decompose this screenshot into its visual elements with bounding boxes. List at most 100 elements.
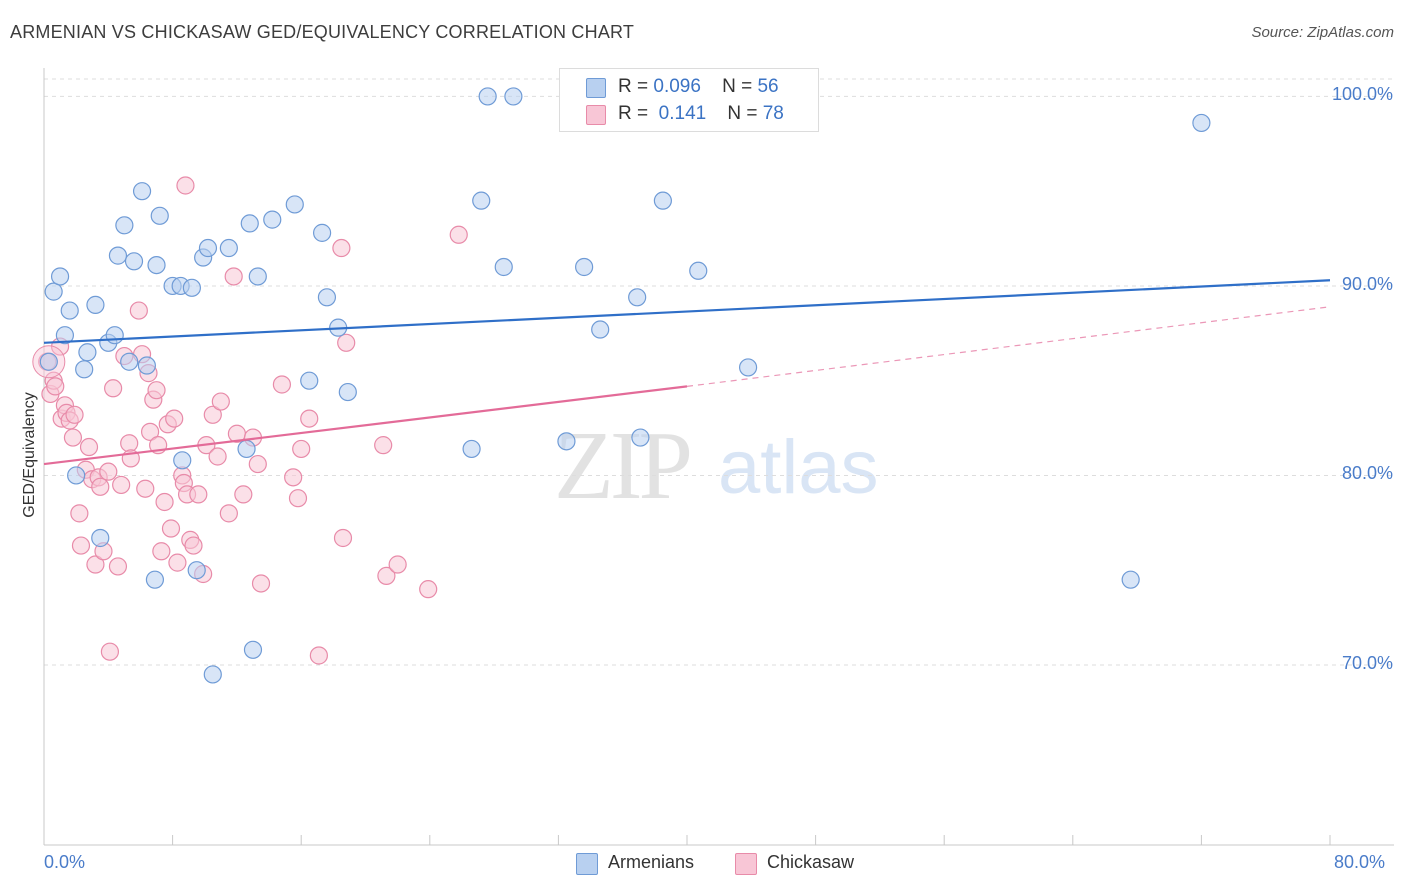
chickasaw-point <box>251 574 271 593</box>
armenian-point <box>145 570 165 589</box>
armenian-point <box>147 255 166 275</box>
y-tick-label: 70.0% <box>1341 652 1393 673</box>
legend-swatch-chickasaw <box>735 853 757 875</box>
n-label: N = <box>727 103 758 124</box>
y-tick-label: 80.0% <box>1341 463 1393 484</box>
chickasaw-point <box>184 536 203 555</box>
chickasaw-point <box>337 333 356 352</box>
chickasaw-point <box>377 566 396 585</box>
armenian-point <box>628 288 647 307</box>
armenian-point <box>248 267 267 286</box>
chickasaw-point <box>284 468 303 487</box>
armenian-point <box>105 326 124 345</box>
chickasaw-point <box>388 555 407 574</box>
chickasaw-trend-extension <box>686 306 1331 387</box>
armenian-point <box>237 439 256 459</box>
armenians-trend-line <box>43 279 1331 344</box>
armenian-point <box>150 206 169 225</box>
armenian-point <box>472 191 491 210</box>
chickasaw-point <box>91 477 110 496</box>
y-tick-label: 100.0% <box>1331 84 1393 105</box>
armenian-point <box>317 288 337 307</box>
chickasaw-point <box>147 381 166 400</box>
chickasaw-point <box>224 267 243 286</box>
armenian-point <box>263 210 282 229</box>
chickasaw-point <box>211 392 230 411</box>
armenian-point <box>219 238 238 258</box>
armenian-points <box>39 87 1211 684</box>
chickasaw-point <box>100 642 120 661</box>
chickasaw-point <box>112 475 131 495</box>
watermark-zip: ZIP <box>554 412 693 520</box>
armenian-point <box>1121 570 1140 589</box>
chickasaw-point <box>79 437 99 457</box>
armenian-point <box>300 371 319 390</box>
stats-box: R = 0.096 N = 56 R = 0.141 N = 78 <box>559 68 819 132</box>
chickasaw-point <box>176 176 195 195</box>
armenian-point <box>203 665 222 684</box>
armenian-point <box>557 432 576 451</box>
armenian-point <box>243 640 263 659</box>
armenian-point <box>115 216 134 235</box>
chickasaw-point <box>104 379 123 398</box>
chickasaw-point <box>300 409 319 428</box>
armenian-point <box>187 561 206 580</box>
armenian-point <box>67 466 86 485</box>
chickasaw-point <box>155 492 174 512</box>
armenian-point <box>120 352 139 371</box>
armenian-point <box>137 356 156 375</box>
chickasaw-point <box>309 646 328 665</box>
trend-lines <box>43 279 1331 466</box>
armenian-point <box>91 528 110 548</box>
chickasaw-point <box>63 428 83 447</box>
chickasaw-point <box>203 405 222 424</box>
armenian-point <box>173 451 192 470</box>
armenian-point <box>86 295 105 314</box>
legend-swatch-armenians <box>576 853 598 875</box>
armenian-point <box>240 214 259 233</box>
gridlines <box>44 78 1394 666</box>
chickasaw-point <box>99 462 118 481</box>
armenian-point <box>39 352 58 371</box>
chart-title: ARMENIAN VS CHICKASAW GED/EQUIVALENCY CO… <box>10 22 635 42</box>
armenian-point <box>60 301 79 320</box>
chickasaw-point <box>140 422 160 441</box>
chickasaw-point <box>449 225 468 244</box>
armenian-point <box>1192 113 1211 133</box>
chickasaw-point <box>208 447 227 466</box>
armenian-point <box>575 257 594 277</box>
n-value: 56 <box>757 76 779 97</box>
chickasaw-point <box>292 439 311 459</box>
armenian-point <box>653 191 672 210</box>
armenian-point <box>55 326 74 345</box>
chickasaw-point <box>161 519 181 538</box>
chickasaw-point <box>71 536 91 555</box>
watermark-atlas: atlas <box>718 425 879 510</box>
armenian-point <box>132 182 152 201</box>
chickasaw-point <box>46 377 65 396</box>
armenian-point <box>689 261 708 280</box>
armenian-point <box>198 238 218 258</box>
chickasaw-point <box>374 436 393 455</box>
armenian-point <box>50 267 70 286</box>
armenian-point <box>124 252 144 271</box>
armenian-point <box>462 439 481 459</box>
chickasaw-swatch <box>586 105 606 125</box>
chickasaw-point <box>70 504 89 523</box>
armenian-point <box>494 257 513 277</box>
chickasaw-point <box>234 485 253 504</box>
chickasaw-point <box>419 580 438 599</box>
armenian-point <box>478 87 497 106</box>
legend-label-chickasaw: Chickasaw <box>767 852 855 872</box>
y-tick-label: 90.0% <box>1341 273 1393 294</box>
n-value: 78 <box>762 103 784 124</box>
chickasaw-point <box>152 542 171 561</box>
x-tick-label-max: 80.0% <box>1334 852 1386 872</box>
chickasaw-point <box>129 301 148 320</box>
armenians-swatch <box>586 78 606 98</box>
chickasaw-point <box>333 528 353 548</box>
chickasaw-point <box>332 238 351 258</box>
armenian-point <box>504 87 523 106</box>
r-label: R = <box>618 76 649 97</box>
armenian-point <box>108 246 128 265</box>
